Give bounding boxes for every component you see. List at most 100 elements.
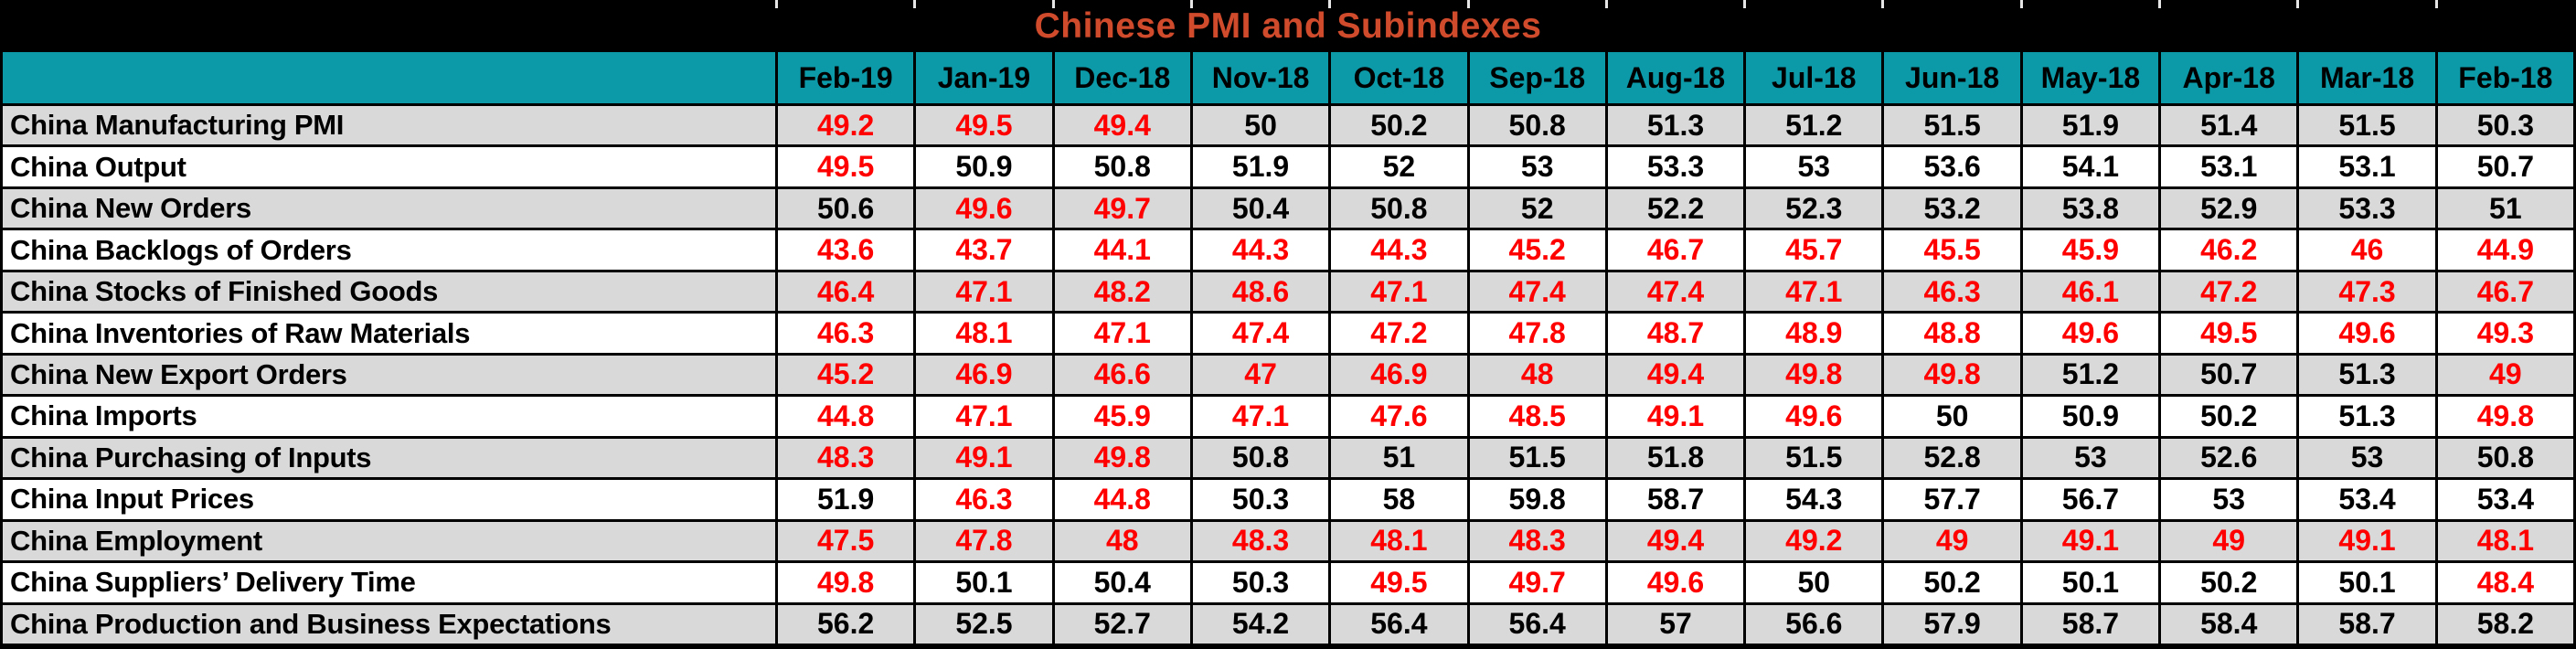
row-label: China New Orders <box>3 188 775 229</box>
grid-tick <box>1743 0 1746 8</box>
value-cell: 50.6 <box>778 188 914 229</box>
grid-tick <box>1467 0 1470 8</box>
value-cell: 46.1 <box>2022 271 2159 312</box>
value-cell: 50.7 <box>2437 147 2573 186</box>
value-cell: 51.3 <box>2299 355 2435 395</box>
value-cell: 49.5 <box>778 147 914 186</box>
value-cell: 49.4 <box>1607 355 1744 395</box>
value-cell: 47.3 <box>2299 271 2435 312</box>
row-label: China Inventories of Raw Materials <box>3 314 775 353</box>
value-cell: 50.8 <box>2437 438 2573 478</box>
value-cell: 50.3 <box>1192 563 1329 602</box>
column-header-jan-19: Jan-19 <box>916 52 1052 103</box>
grid-tick <box>2158 0 2161 8</box>
value-cell: 52.8 <box>1884 438 2020 478</box>
value-cell: 47.1 <box>916 271 1052 312</box>
value-cell: 51.2 <box>2022 355 2159 395</box>
value-cell: 50.2 <box>2161 397 2297 436</box>
value-cell: 58.7 <box>1607 480 1744 519</box>
value-cell: 56.6 <box>1746 604 1882 644</box>
value-cell: 51.3 <box>2299 397 2435 436</box>
value-cell: 52.7 <box>1054 604 1190 644</box>
value-cell: 50.8 <box>1331 188 1467 229</box>
grid-tick <box>1881 0 1884 8</box>
value-cell: 51.3 <box>1607 106 1744 145</box>
value-cell: 50.3 <box>1192 480 1329 519</box>
value-cell: 53.1 <box>2161 147 2297 186</box>
value-cell: 44.8 <box>1054 480 1190 519</box>
value-cell: 50.2 <box>1331 106 1467 145</box>
value-cell: 48.3 <box>778 438 914 478</box>
value-cell: 49.1 <box>916 438 1052 478</box>
value-cell: 48.5 <box>1469 397 1605 436</box>
column-header-jul-18: Jul-18 <box>1746 52 1882 103</box>
grid-tick <box>913 0 916 8</box>
value-cell: 47.2 <box>1331 314 1467 353</box>
value-cell: 46.4 <box>778 271 914 312</box>
corner-header-cell <box>3 52 775 103</box>
value-cell: 53 <box>2161 480 2297 519</box>
value-cell: 47.1 <box>1054 314 1190 353</box>
row-label: China Backlogs of Orders <box>3 230 775 270</box>
value-cell: 47.6 <box>1331 397 1467 436</box>
value-cell: 52.9 <box>2161 188 2297 229</box>
value-cell: 51.9 <box>2022 106 2159 145</box>
row-label: China Imports <box>3 397 775 436</box>
value-cell: 48.1 <box>1331 521 1467 561</box>
value-cell: 47.2 <box>2161 271 2297 312</box>
value-cell: 49.6 <box>916 188 1052 229</box>
value-cell: 47.8 <box>916 521 1052 561</box>
value-cell: 56.7 <box>2022 480 2159 519</box>
value-cell: 47.8 <box>1469 314 1605 353</box>
value-cell: 53.4 <box>2299 480 2435 519</box>
value-cell: 58.4 <box>2161 604 2297 644</box>
column-header-feb-19: Feb-19 <box>778 52 914 103</box>
value-cell: 53.3 <box>1607 147 1744 186</box>
value-cell: 48 <box>1469 355 1605 395</box>
value-cell: 57.9 <box>1884 604 2020 644</box>
row-label: China Manufacturing PMI <box>3 106 775 145</box>
value-cell: 49.6 <box>2022 314 2159 353</box>
column-header-jun-18: Jun-18 <box>1884 52 2020 103</box>
value-cell: 59.8 <box>1469 480 1605 519</box>
value-cell: 52.6 <box>2161 438 2297 478</box>
column-header-oct-18: Oct-18 <box>1331 52 1467 103</box>
value-cell: 49 <box>2161 521 2297 561</box>
value-cell: 51.5 <box>1884 106 2020 145</box>
value-cell: 49 <box>1884 521 2020 561</box>
value-cell: 49.1 <box>2022 521 2159 561</box>
value-cell: 45.2 <box>778 355 914 395</box>
row-label: China New Export Orders <box>3 355 775 395</box>
row-label: China Production and Business Expectatio… <box>3 604 775 644</box>
value-cell: 44.3 <box>1331 230 1467 270</box>
value-cell: 49.6 <box>1607 563 1744 602</box>
value-cell: 54.1 <box>2022 147 2159 186</box>
value-cell: 48.2 <box>1054 271 1190 312</box>
value-cell: 51.4 <box>2161 106 2297 145</box>
value-cell: 57 <box>1607 604 1744 644</box>
value-cell: 53 <box>1746 147 1882 186</box>
value-cell: 53.6 <box>1884 147 2020 186</box>
value-cell: 50.4 <box>1192 188 1329 229</box>
column-header-dec-18: Dec-18 <box>1054 52 1190 103</box>
value-cell: 48.1 <box>2437 521 2573 561</box>
value-cell: 50.8 <box>1192 438 1329 478</box>
grid-tick <box>2296 0 2299 8</box>
value-cell: 47.5 <box>778 521 914 561</box>
value-cell: 47.1 <box>1746 271 1882 312</box>
value-cell: 46.3 <box>916 480 1052 519</box>
value-cell: 49.4 <box>1607 521 1744 561</box>
row-label: China Suppliers’ Delivery Time <box>3 563 775 602</box>
value-cell: 50.8 <box>1469 106 1605 145</box>
value-cell: 58.2 <box>2437 604 2573 644</box>
value-cell: 51.5 <box>1469 438 1605 478</box>
grid-tick <box>1190 0 1193 8</box>
value-cell: 49.5 <box>1331 563 1467 602</box>
value-cell: 49 <box>2437 355 2573 395</box>
value-cell: 50 <box>1884 397 2020 436</box>
value-cell: 50 <box>1192 106 1329 145</box>
value-cell: 53.8 <box>2022 188 2159 229</box>
value-cell: 50.3 <box>2437 106 2573 145</box>
value-cell: 53.2 <box>1884 188 2020 229</box>
